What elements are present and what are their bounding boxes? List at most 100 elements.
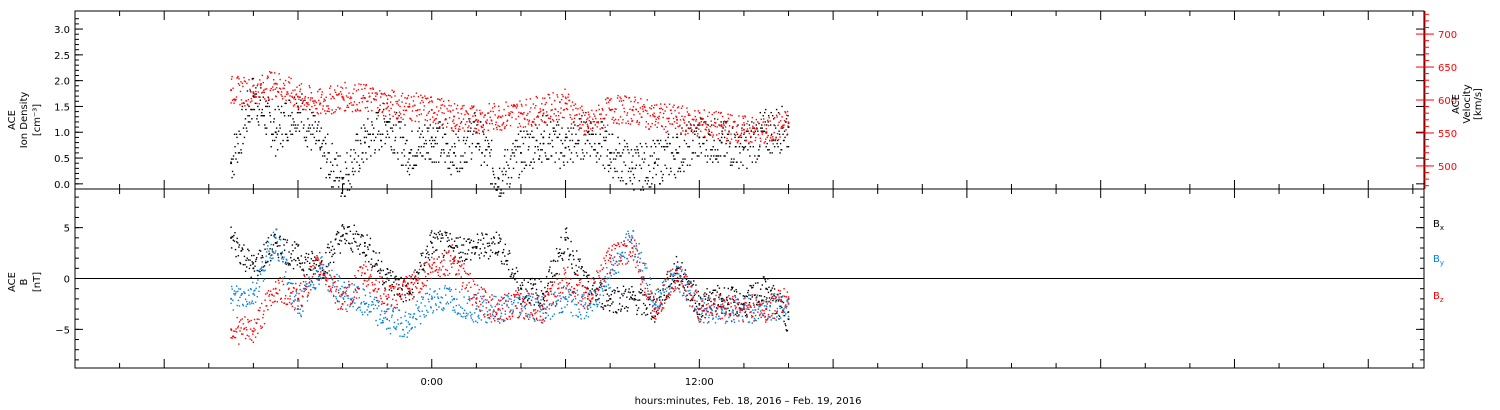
density-series-dot (534, 145, 537, 148)
velocity-series-dot (549, 115, 552, 118)
density-series-dot (636, 145, 638, 148)
bx-series-dot (256, 269, 258, 272)
velocity-series-dot (569, 116, 572, 119)
by-series-dot (238, 305, 241, 307)
velocity-series-dot (395, 100, 397, 103)
density-series-dot (340, 192, 343, 194)
bz-series-dot (243, 327, 246, 330)
by-series-dot (571, 300, 573, 302)
bx-series-dot (359, 243, 362, 246)
density-series-dot (556, 121, 559, 123)
density-series-dot (749, 145, 752, 148)
velocity-series-dot (338, 108, 341, 110)
density-series-dot (472, 121, 475, 123)
bx-series-dot (395, 275, 397, 278)
density-series-dot (243, 102, 245, 105)
velocity-series-dot (489, 116, 491, 118)
density-series-dot (280, 111, 282, 114)
density-series-dot (399, 136, 402, 139)
bx-series-dot (246, 257, 248, 259)
density-series-dot (554, 130, 557, 132)
velocity-series-dot (322, 105, 324, 107)
density-series-dot (609, 167, 612, 170)
bz-series-dot (351, 301, 354, 303)
density-series-dot (383, 121, 386, 123)
velocity-series-dot (629, 108, 631, 111)
by-series-dot (480, 319, 483, 321)
density-series-dot (575, 152, 578, 154)
velocity-series-dot (302, 100, 305, 102)
by-series-dot (309, 285, 311, 287)
by-series-dot (694, 293, 697, 296)
density-series-dot (652, 176, 654, 179)
by-series-dot (716, 312, 718, 315)
bx-series-dot (696, 311, 698, 313)
bx-series-dot (356, 233, 359, 235)
by-series-dot (640, 269, 642, 271)
bx-series-dot (284, 238, 286, 241)
velocity-series-dot (381, 111, 383, 114)
velocity-series-dot (710, 134, 712, 136)
by-series-dot (519, 296, 521, 298)
by-series-dot (685, 295, 687, 298)
by-series-dot (544, 317, 547, 319)
velocity-series-dot (685, 124, 688, 127)
bz-series-dot (242, 323, 245, 325)
velocity-series-dot (397, 104, 400, 106)
bz-series-dot (378, 281, 381, 283)
density-series-dot (621, 152, 624, 154)
bx-series-dot (764, 280, 767, 283)
velocity-series-dot (233, 102, 235, 104)
by-series-dot (272, 231, 275, 234)
velocity-series-dot (704, 128, 706, 131)
density-series-dot (552, 130, 555, 132)
density-series-dot (694, 152, 697, 154)
velocity-series-dot (753, 122, 755, 124)
velocity-series-dot (333, 97, 335, 100)
by-series-dot (581, 294, 583, 296)
by-series-dot (671, 278, 674, 281)
density-series-dot (713, 139, 715, 142)
bz-series-dot (297, 305, 299, 307)
by-series-dot (612, 257, 614, 259)
bx-series-dot (315, 263, 318, 266)
density-series-dot (383, 118, 385, 120)
by-series-dot (303, 288, 305, 290)
by-series-dot (518, 294, 520, 297)
density-series-dot (270, 145, 272, 148)
density-series-dot (334, 158, 337, 160)
field-tick-label: 5 (64, 224, 70, 235)
density-series-dot (688, 121, 690, 123)
velocity-series-dot (475, 132, 477, 134)
velocity-series-dot (411, 119, 413, 122)
density-tick-label: 3.0 (54, 25, 70, 36)
by-series-dot (701, 298, 704, 300)
density-series-dot (710, 155, 712, 157)
by-series-dot (747, 321, 750, 323)
velocity-series-dot (474, 119, 477, 122)
bz-series-dot (355, 297, 358, 299)
bx-series-point (631, 297, 634, 300)
density-series-dot (294, 127, 296, 129)
velocity-series-dot (491, 120, 493, 122)
velocity-series-dot (698, 128, 700, 130)
velocity-series-dot (401, 92, 404, 95)
density-series-dot (414, 164, 417, 166)
by-series-dot (393, 326, 395, 328)
velocity-series-point (586, 125, 589, 128)
bx-series-dot (305, 258, 307, 261)
by-series-dot (433, 291, 435, 293)
by-series-dot (516, 316, 519, 319)
velocity-series-dot (642, 108, 644, 110)
density-series-dot (384, 142, 386, 145)
density-series-dot (715, 158, 718, 160)
density-series-dot (494, 183, 497, 185)
by-series-dot (253, 294, 256, 296)
by-series-dot (531, 296, 534, 298)
by-series-dot (313, 287, 316, 289)
bz-series-dot (373, 290, 375, 292)
density-series-dot (646, 145, 648, 148)
velocity-series-point (720, 125, 723, 128)
density-series-dot (774, 139, 776, 142)
bx-series-dot (676, 261, 679, 263)
